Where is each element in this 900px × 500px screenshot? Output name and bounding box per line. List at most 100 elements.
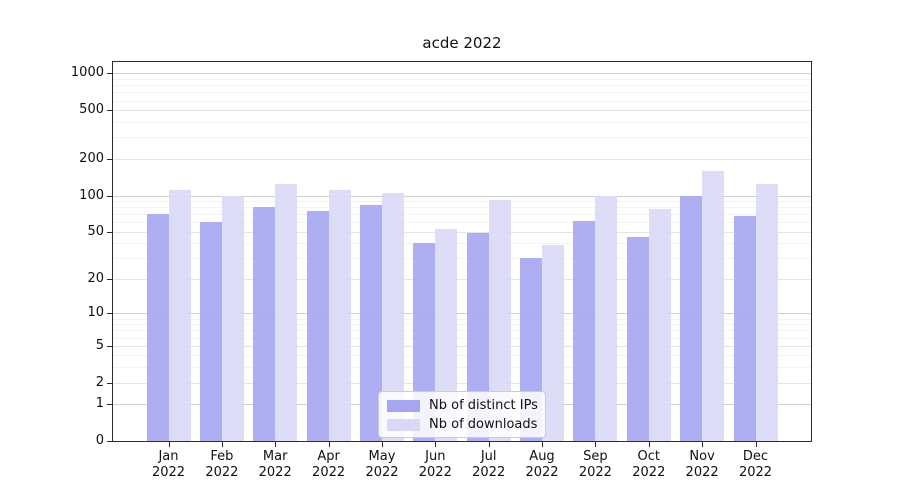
x-axis-tick: [275, 442, 277, 447]
legend: Nb of distinct IPs Nb of downloads: [378, 391, 546, 438]
y-axis-tick-label: 20: [87, 271, 104, 286]
y-axis-tick: [107, 279, 112, 280]
gridline-minor: [113, 79, 811, 80]
bar-downloads: [435, 228, 458, 441]
x-axis-tick-label: Nov 2022: [685, 449, 719, 480]
x-axis-tick: [168, 442, 170, 447]
y-axis-tick-label: 2: [95, 374, 104, 390]
x-axis-tick-label: Mar 2022: [258, 449, 292, 480]
x-axis-tick-label: Oct 2022: [632, 449, 666, 480]
gridline-minor: [113, 258, 811, 260]
y-axis-tick: [107, 345, 112, 347]
gridline-minor: [113, 92, 811, 94]
gridline-minor: [113, 355, 811, 357]
y-axis-tick: [107, 73, 112, 75]
x-axis-tick: [382, 442, 383, 447]
bar-distinct-ips: [253, 207, 276, 441]
legend-swatch-downloads: [387, 418, 420, 431]
x-axis-tick-label: Feb 2022: [205, 449, 239, 480]
x-axis-tick-label: May 2022: [365, 449, 399, 480]
gridline: [113, 279, 811, 280]
x-axis-tick-label: Dec 2022: [738, 449, 773, 480]
y-axis-tick-label: 1000: [70, 65, 104, 81]
gridline-minor: [113, 201, 811, 202]
x-axis-tick: [221, 442, 223, 447]
plot-canvas: [113, 62, 811, 441]
y-axis-tick: [107, 195, 112, 197]
gridline: [113, 158, 811, 160]
x-axis-tick: [595, 442, 597, 447]
x-axis-tick-label: Jul 2022: [472, 449, 506, 480]
gridline: [113, 231, 811, 233]
y-axis-tick-label: 50: [87, 223, 104, 239]
plot-area: [112, 61, 812, 442]
chart-title: acde 2022: [422, 34, 502, 52]
x-axis-tick-label: Aug 2022: [525, 449, 559, 480]
legend-swatch-distinct-ips: [387, 399, 420, 412]
bar-downloads: [382, 192, 404, 441]
bar-distinct-ips: [360, 205, 382, 441]
gridline-minor: [113, 318, 811, 320]
gridline: [113, 110, 811, 112]
y-axis-tick-label: 1: [95, 396, 104, 412]
gridline-minor: [113, 137, 811, 139]
bar-distinct-ips: [199, 222, 222, 441]
y-axis-tick-label: 10: [87, 305, 104, 321]
x-axis-tick: [755, 442, 757, 447]
x-axis-tick: [702, 442, 704, 447]
x-axis-tick-label: Apr 2022: [312, 449, 346, 480]
bar-downloads: [221, 195, 244, 441]
y-axis-tick: [107, 231, 112, 233]
gridline-minor: [113, 243, 811, 245]
legend-item-downloads: Nb of downloads: [387, 416, 537, 433]
y-axis-tick: [107, 404, 112, 406]
gridline-minor: [113, 222, 811, 224]
bar-downloads: [168, 190, 191, 441]
legend-label-distinct-ips: Nb of distinct IPs: [429, 398, 538, 413]
x-axis-tick: [488, 442, 490, 447]
y-axis-tick: [107, 441, 112, 442]
bar-downloads: [328, 190, 351, 441]
x-axis-tick: [435, 442, 437, 447]
y-axis-tick: [107, 313, 112, 315]
legend-label-downloads: Nb of downloads: [429, 417, 538, 432]
bar-distinct-ips: [680, 195, 703, 441]
bar-downloads: [755, 184, 778, 441]
bar-distinct-ips: [146, 214, 169, 441]
y-axis-tick-label: 500: [79, 102, 104, 118]
gridline-minor: [113, 85, 811, 87]
bar-downloads: [702, 170, 725, 441]
x-axis-tick: [648, 442, 650, 447]
gridline-minor: [113, 100, 811, 102]
gridline: [113, 73, 811, 75]
gridline: [113, 313, 811, 315]
bar-downloads: [275, 184, 298, 441]
gridline: [113, 345, 811, 347]
gridline-minor: [113, 367, 811, 369]
gridline-minor: [113, 207, 811, 209]
gridline-minor: [113, 214, 811, 216]
bar-distinct-ips: [573, 220, 596, 441]
bar-downloads: [648, 208, 671, 441]
x-axis-tick-label: Jun 2022: [418, 449, 452, 480]
y-axis-tick: [107, 110, 112, 112]
gridline-minor: [113, 122, 811, 124]
y-axis-tick-label: 100: [79, 187, 104, 203]
bar-downloads: [595, 195, 618, 441]
gridline-minor: [113, 330, 811, 332]
gridline-minor: [113, 324, 811, 326]
x-axis-tick: [542, 442, 543, 447]
y-axis-tick-label: 5: [95, 337, 104, 353]
bar-distinct-ips: [626, 237, 649, 441]
bar-downloads: [488, 199, 511, 441]
bar-distinct-ips: [466, 232, 489, 441]
y-axis-tick: [107, 158, 112, 160]
x-axis-tick-label: Sep 2022: [578, 449, 612, 480]
bar-downloads: [542, 244, 564, 441]
gridline-minor: [113, 337, 811, 339]
legend-item-distinct-ips: Nb of distinct IPs: [387, 397, 538, 414]
x-axis-tick-label: Jan 2022: [151, 449, 186, 480]
bar-distinct-ips: [733, 215, 756, 441]
y-axis-tick: [107, 382, 112, 384]
